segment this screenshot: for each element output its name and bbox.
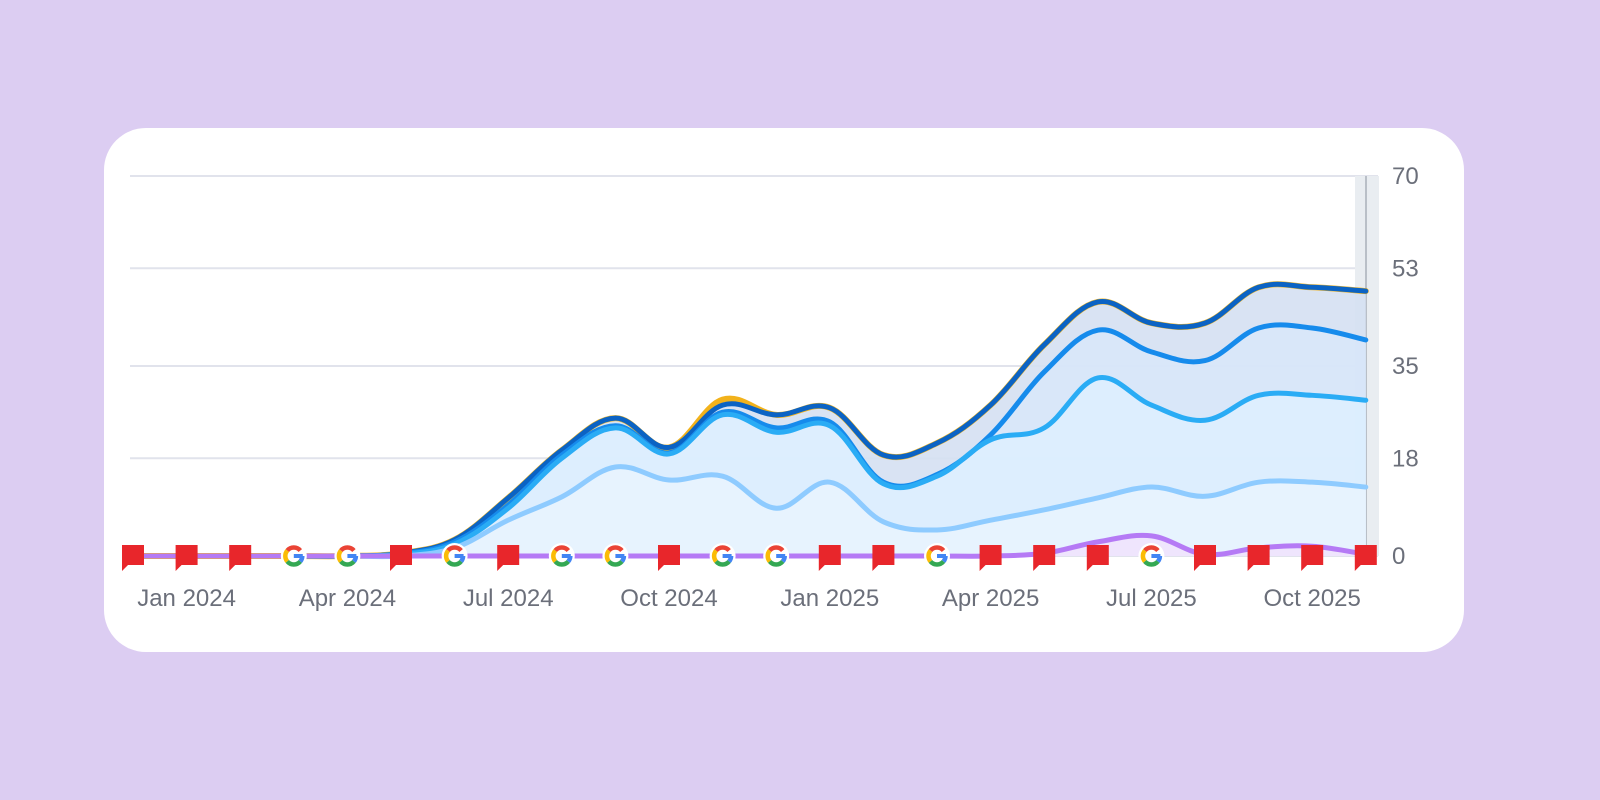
google-arc — [928, 559, 946, 567]
google-arc — [711, 549, 718, 563]
google-arc — [285, 545, 303, 553]
google-arc — [339, 559, 356, 567]
google-arc — [553, 559, 571, 567]
flag-shape — [229, 545, 252, 571]
google-update-icon[interactable] — [924, 543, 950, 569]
google-update-icon[interactable] — [763, 543, 790, 569]
x-tick-label: Jan 2025 — [780, 585, 879, 612]
annotation-flag-icon[interactable] — [497, 545, 520, 571]
x-tick-label: Oct 2025 — [1263, 585, 1360, 612]
flag-shape — [872, 545, 895, 571]
google-arc — [767, 545, 785, 553]
google-arc — [714, 559, 731, 567]
google-arc — [283, 549, 290, 563]
google-bar — [776, 554, 786, 558]
series-area-4 — [133, 466, 1366, 557]
x-tick-label: Apr 2025 — [942, 585, 1039, 612]
flag-shape — [1194, 545, 1216, 571]
annotation-flag-icon[interactable] — [1086, 545, 1109, 571]
google-update-icon[interactable] — [441, 543, 468, 569]
y-tick-label: 18 — [1392, 445, 1419, 472]
google-arc — [714, 545, 731, 553]
annotation-flag-icon[interactable] — [1033, 545, 1056, 571]
google-arc — [926, 549, 933, 563]
x-tick-label: Jul 2025 — [1106, 585, 1197, 612]
google-update-icon[interactable] — [1138, 543, 1165, 569]
annotation-flag-icon[interactable] — [229, 545, 252, 571]
flag-shape — [390, 545, 412, 571]
annotation-flag-icon[interactable] — [1247, 545, 1270, 571]
annotation-flag-icon[interactable] — [658, 545, 680, 571]
google-bar — [937, 554, 946, 558]
y-tick-label: 70 — [1392, 163, 1419, 190]
google-bar — [561, 554, 571, 558]
flag-shape — [497, 545, 520, 571]
google-bar — [615, 554, 625, 558]
google-arc — [1143, 545, 1160, 553]
google-arc — [604, 549, 611, 563]
flag-shape — [1033, 545, 1056, 571]
google-arc — [1140, 549, 1147, 563]
google-bar — [293, 554, 303, 558]
google-arc — [767, 559, 785, 567]
google-arc — [446, 559, 463, 567]
flag-shape — [1247, 545, 1270, 571]
annotation-flag-icon[interactable] — [122, 545, 144, 571]
x-tick-label: Jul 2024 — [463, 585, 554, 612]
google-bar — [454, 554, 464, 558]
google-arc — [928, 545, 946, 553]
google-update-icon[interactable] — [280, 543, 307, 569]
google-bar — [722, 554, 732, 558]
y-tick-label: 0 — [1392, 543, 1405, 570]
google-arc — [607, 559, 624, 567]
google-arc — [607, 545, 624, 553]
annotation-flag-icon[interactable] — [1194, 545, 1216, 571]
flag-shape — [979, 545, 1002, 571]
annotation-flag-icon[interactable] — [1354, 545, 1377, 571]
annotation-flag-icon[interactable] — [1301, 545, 1324, 571]
x-tick-label: Jan 2024 — [137, 585, 236, 612]
annotation-flag-icon[interactable] — [390, 545, 412, 571]
google-arc — [551, 549, 558, 563]
google-update-icon[interactable] — [709, 543, 736, 569]
x-tick-label: Oct 2024 — [620, 585, 717, 612]
google-arc — [765, 549, 772, 563]
google-arc — [336, 549, 343, 563]
flag-shape — [1354, 545, 1377, 571]
google-arc — [443, 549, 450, 563]
flag-shape — [658, 545, 680, 571]
google-update-icon[interactable] — [602, 543, 629, 569]
annotation-flag-icon[interactable] — [175, 545, 198, 571]
google-bar — [1151, 554, 1161, 558]
google-bar — [347, 554, 357, 558]
google-arc — [1143, 559, 1160, 567]
annotation-flag-icon[interactable] — [872, 545, 895, 571]
annotation-flag-icon[interactable] — [818, 545, 841, 571]
google-arc — [285, 559, 303, 567]
flag-shape — [818, 545, 841, 571]
google-update-icon[interactable] — [334, 543, 361, 569]
flag-shape — [1086, 545, 1109, 571]
flag-shape — [1301, 545, 1324, 571]
y-tick-label: 35 — [1392, 353, 1419, 380]
google-arc — [446, 545, 463, 553]
x-tick-label: Apr 2024 — [299, 585, 396, 612]
flag-shape — [122, 545, 144, 571]
google-arc — [553, 545, 571, 553]
google-arc — [339, 545, 356, 553]
y-tick-label: 53 — [1392, 255, 1419, 282]
flag-shape — [175, 545, 198, 571]
annotation-flag-icon[interactable] — [979, 545, 1002, 571]
google-update-icon[interactable] — [548, 543, 575, 569]
